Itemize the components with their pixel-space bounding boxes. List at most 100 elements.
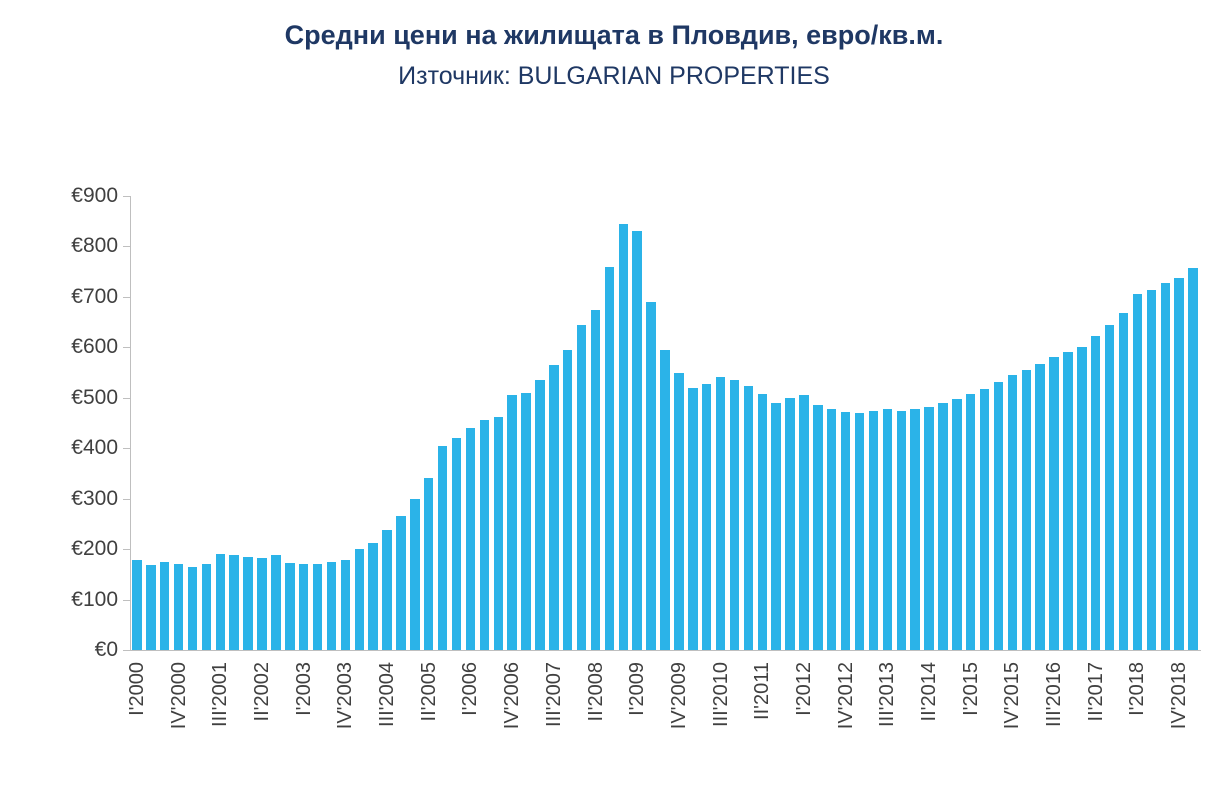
y-axis-tick (123, 448, 130, 450)
bar (368, 542, 378, 650)
bar (563, 349, 573, 650)
y-axis-tick (123, 549, 130, 551)
bar (465, 428, 476, 650)
bar (493, 416, 503, 650)
y-axis-label: €400 (71, 436, 118, 460)
x-axis-label: II'2008 (584, 662, 607, 722)
x-axis-label: III'2007 (542, 662, 565, 727)
bar (840, 411, 851, 650)
x-axis-label: II'2005 (417, 662, 440, 722)
bar (1160, 282, 1170, 650)
bar (965, 393, 976, 650)
x-axis-label: III'2013 (876, 662, 899, 727)
y-axis-tick (123, 397, 130, 399)
x-axis-label: IV'2003 (334, 662, 357, 730)
bar (132, 560, 142, 650)
bar (952, 398, 962, 650)
bar (757, 393, 767, 650)
bar (1077, 347, 1087, 650)
y-axis-tick (123, 196, 130, 197)
y-axis-label: €600 (71, 335, 118, 359)
bar (1132, 294, 1143, 650)
x-axis-label: III'2010 (709, 662, 732, 727)
y-axis-line (130, 196, 131, 651)
x-axis-label: III'2001 (209, 662, 232, 727)
bar (1174, 278, 1184, 650)
x-axis-label: IV'2009 (667, 662, 690, 730)
y-axis-tick (123, 650, 130, 651)
bar (326, 562, 337, 650)
y-axis-label: €900 (71, 184, 118, 207)
x-axis-label: I'2003 (292, 662, 315, 716)
bar (604, 266, 615, 650)
bar (285, 563, 295, 650)
y-axis-label: €300 (71, 486, 118, 510)
bar (924, 406, 934, 650)
bar (146, 565, 156, 650)
bar (437, 445, 448, 650)
bar (229, 555, 239, 650)
bar (632, 231, 642, 650)
bar (743, 385, 754, 650)
x-axis-label: I'2015 (959, 662, 982, 716)
bar (1007, 375, 1018, 650)
bar (271, 555, 281, 650)
y-axis-tick (123, 246, 130, 248)
bar (827, 408, 837, 650)
bar (799, 395, 809, 650)
bar (979, 388, 990, 650)
bar (382, 529, 392, 650)
bar (910, 409, 920, 650)
bar (938, 402, 948, 650)
x-axis-label: I'2018 (1126, 662, 1149, 716)
x-axis-label: II'2002 (251, 662, 273, 722)
y-axis-label: €200 (71, 537, 118, 561)
x-axis-label: I'2006 (459, 662, 482, 716)
bar (160, 562, 170, 650)
x-axis-label: III'2004 (376, 662, 399, 727)
x-axis-label: I'2000 (125, 662, 148, 716)
x-axis-label: IV'2015 (1001, 662, 1024, 730)
bar (660, 349, 670, 650)
bar (340, 560, 351, 650)
bar (549, 364, 559, 650)
y-axis-label: €700 (71, 284, 118, 308)
bar (882, 408, 893, 650)
y-axis-label: €100 (71, 587, 118, 611)
bar (201, 563, 212, 650)
y-axis-tick (123, 498, 130, 500)
bar (1104, 324, 1115, 650)
bar (618, 223, 629, 650)
bar (1049, 357, 1059, 650)
bar (1035, 364, 1045, 650)
bar (257, 558, 267, 650)
bar (646, 301, 656, 650)
x-axis-label: I'2009 (626, 662, 649, 716)
bar (688, 387, 698, 650)
x-axis-label: III'2016 (1043, 662, 1066, 727)
bar (701, 384, 712, 650)
x-axis-label: II'2014 (918, 662, 941, 722)
y-axis-label: €0 (94, 638, 118, 661)
bar (451, 438, 462, 650)
x-axis-label: IV'2000 (167, 662, 190, 730)
bar (993, 381, 1004, 650)
y-axis-tick (123, 347, 130, 349)
bar (410, 498, 420, 650)
bar (1146, 290, 1157, 650)
bar (1021, 369, 1031, 650)
bar (1188, 268, 1198, 650)
bar (813, 405, 823, 650)
x-axis-label: II'2017 (1084, 662, 1107, 722)
y-axis-label: €500 (71, 385, 118, 409)
x-axis-line (130, 650, 1201, 651)
bar (535, 380, 545, 650)
bar (354, 549, 364, 650)
bar (785, 397, 795, 650)
bar (312, 563, 323, 650)
x-axis-label: IV'2006 (501, 662, 524, 730)
bar (173, 563, 184, 650)
chart-source-subtitle: Източник: BULGARIAN PROPERTIES (398, 62, 830, 90)
